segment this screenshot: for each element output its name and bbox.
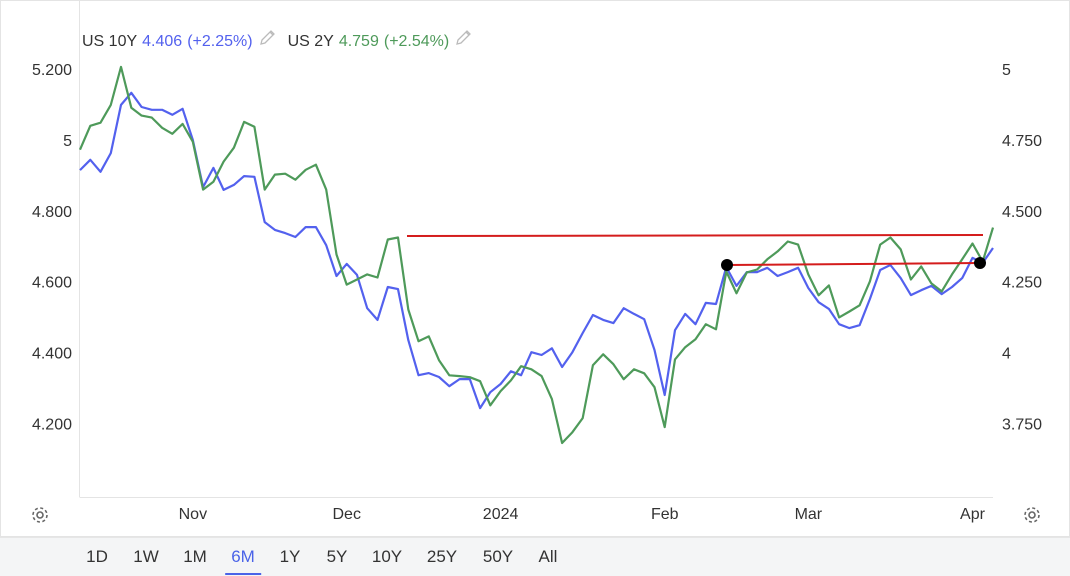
x-tick-label: Mar [795, 506, 823, 523]
legend-quote: 4.759 [338, 33, 379, 50]
range-button[interactable]: 6M [225, 547, 261, 575]
pencil[interactable] [258, 30, 276, 46]
pencil[interactable] [454, 30, 472, 46]
range-button[interactable]: 1W [133, 547, 159, 566]
y-tick-label: 4.600 [32, 275, 72, 292]
frame [0, 0, 1070, 537]
y2-tick-label: 4.750 [1002, 133, 1042, 150]
range-button[interactable]: 25Y [426, 547, 458, 566]
range-selector: 1D 1W 1M 6M 1Y 5Y 10Y 25Y 50Y All [0, 537, 1070, 576]
y2-tick-label: 4 [1002, 346, 1011, 363]
y2-tick-label: 4.250 [1002, 275, 1042, 292]
y2-tick-label: 3.750 [1002, 416, 1042, 433]
x-tick-label: Feb [651, 506, 679, 523]
legend-change: (+2.25%) [187, 33, 253, 50]
range-button[interactable]: 5Y [326, 547, 348, 566]
y-tick-label: 5.200 [32, 62, 72, 79]
edit-icon[interactable] [258, 30, 276, 50]
trend-line [406, 234, 984, 237]
range-button[interactable]: 1D [86, 547, 108, 566]
legend: US 10Y 4.406 (+2.25%) US 2Y 4.759 (+2.54%) [82, 30, 484, 51]
range-button[interactable]: 1Y [279, 547, 301, 566]
range-button[interactable]: All [538, 547, 558, 566]
range-button[interactable]: 50Y [482, 547, 514, 566]
anchor-point [974, 257, 986, 269]
y2-tick-label: 5 [1002, 62, 1011, 79]
range-button[interactable]: 10Y [371, 547, 403, 566]
y-tick-label: 4.200 [32, 416, 72, 433]
series-line [79, 91, 994, 410]
trend-line [726, 262, 981, 266]
x-tick-label: Nov [179, 506, 207, 523]
x-tick-label: Dec [332, 506, 360, 523]
settings-icon[interactable] [32, 507, 48, 523]
legend-name: US 2Y [287, 33, 334, 50]
settings-icon[interactable] [1024, 507, 1040, 523]
anchor-point [721, 259, 733, 271]
legend-quote: 4.406 [142, 33, 183, 50]
legend-change: (+2.54%) [383, 33, 450, 50]
drawings [406, 234, 986, 271]
y2-tick-label: 4.500 [1002, 204, 1042, 221]
legend-name: US 10Y [82, 33, 138, 50]
x-tick-label: 2024 [483, 506, 519, 523]
y-tick-label: 4.800 [32, 204, 72, 221]
series-line [78, 65, 995, 445]
y-tick-label: 4.400 [32, 346, 72, 363]
range-button[interactable]: 1M [183, 547, 207, 566]
chart: 5.200 5 4.800 4.600 4.400 4.200 5 4.750 4.500 4.2… [0, 0, 1070, 537]
y-tick-label: 5 [63, 133, 72, 150]
edit-icon[interactable] [454, 30, 472, 50]
x-tick-label: Apr [960, 506, 986, 523]
